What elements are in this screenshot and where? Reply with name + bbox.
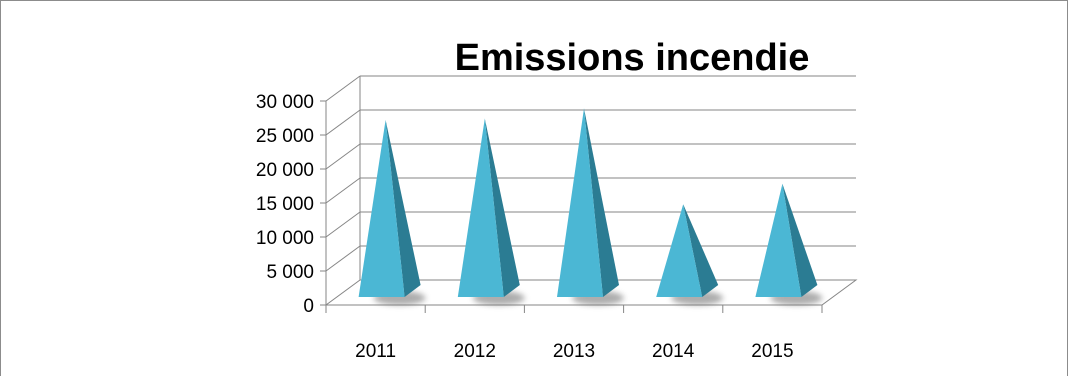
bar-side-face bbox=[484, 118, 520, 297]
bar-side-face bbox=[584, 108, 619, 297]
bars-layer bbox=[358, 108, 823, 305]
bar-front-face bbox=[557, 108, 603, 297]
x-tick-label: 2012 bbox=[454, 341, 496, 362]
y-tick-label: 5 000 bbox=[266, 262, 314, 283]
bar-front-face bbox=[457, 118, 504, 297]
gridline-side bbox=[325, 177, 361, 204]
x-axis-tick-labels: 2011 2012 2013 2014 2015 bbox=[355, 341, 793, 362]
bar-front-face bbox=[358, 119, 405, 297]
bar-side-face bbox=[683, 204, 719, 297]
bar-front-face bbox=[656, 204, 703, 297]
axis-layer bbox=[320, 100, 823, 313]
y-tick-label: 20 000 bbox=[256, 160, 314, 181]
x-tick-label: 2011 bbox=[355, 341, 396, 362]
gridline-side bbox=[325, 109, 361, 136]
y-axis-tick-labels: 0 5 000 10 000 15 000 20 000 25 000 30 000 bbox=[256, 92, 314, 317]
chart-title: Emissions incendie bbox=[455, 37, 810, 79]
pyramid-bar-2011 bbox=[358, 119, 426, 305]
gridline-side bbox=[325, 143, 361, 170]
y-tick-label: 25 000 bbox=[256, 126, 314, 147]
gridline-side bbox=[325, 211, 361, 238]
x-tick-label: 2013 bbox=[553, 341, 595, 362]
x-tick-label: 2015 bbox=[751, 341, 793, 362]
gridline-side bbox=[325, 245, 361, 272]
pyramid-bar-2013 bbox=[557, 108, 624, 305]
pyramid-bar-2014 bbox=[656, 204, 724, 305]
y-tick-label: 10 000 bbox=[256, 228, 314, 249]
gridline-side bbox=[325, 75, 361, 102]
bar-side-face bbox=[782, 183, 818, 297]
y-tick-label: 0 bbox=[303, 296, 314, 317]
y-tick-label: 15 000 bbox=[256, 194, 314, 215]
x-tick-label: 2014 bbox=[652, 341, 695, 362]
pyramid-bar-2015 bbox=[755, 183, 823, 305]
bar-front-face bbox=[755, 183, 802, 297]
grid-layer bbox=[324, 75, 858, 306]
y-tick-label: 30 000 bbox=[256, 92, 314, 113]
pyramid-bar-2012 bbox=[457, 118, 525, 305]
chart-floor bbox=[324, 279, 858, 306]
bar-side-face bbox=[385, 119, 421, 297]
